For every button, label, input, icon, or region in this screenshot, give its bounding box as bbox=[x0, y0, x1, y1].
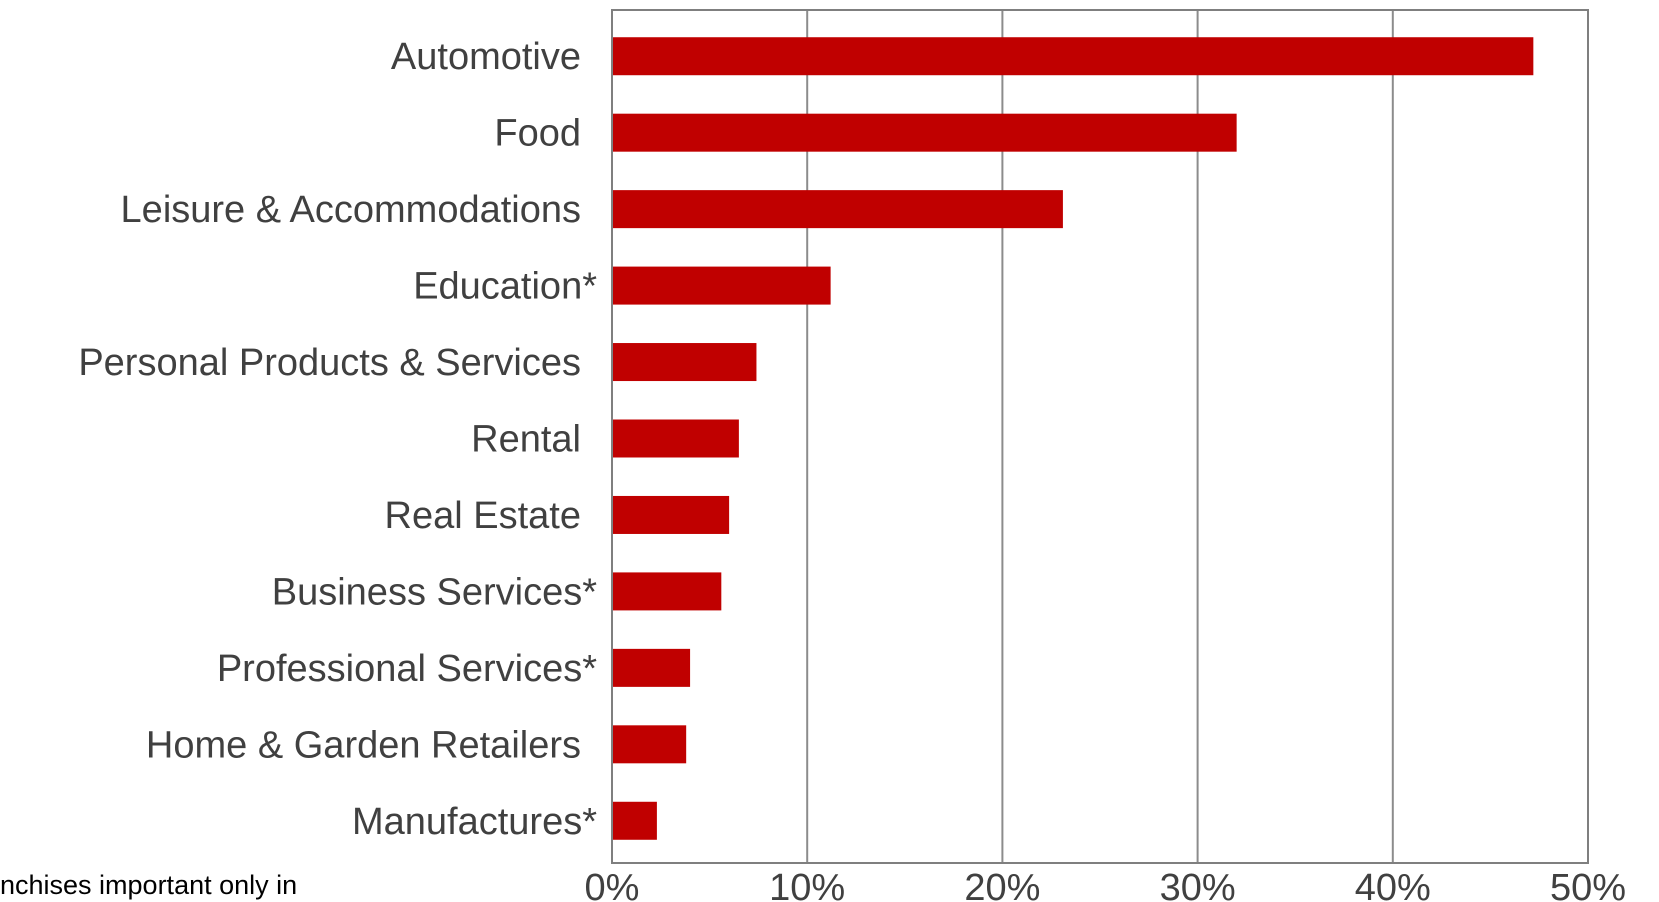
bar bbox=[612, 495, 730, 534]
category-label: Food bbox=[494, 113, 581, 155]
x-tick-label: 0% bbox=[585, 867, 640, 902]
category-label: Leisure & Accommodations bbox=[121, 189, 581, 231]
bar bbox=[612, 343, 757, 382]
category-label: Personal Products & Services bbox=[78, 342, 581, 384]
x-tick-label: 20% bbox=[964, 867, 1040, 902]
x-tick-label: 30% bbox=[1160, 867, 1236, 902]
x-tick-label: 40% bbox=[1355, 867, 1431, 902]
bar bbox=[612, 113, 1237, 152]
bar bbox=[612, 648, 691, 687]
bar bbox=[612, 572, 722, 611]
category-label: Real Estate bbox=[385, 495, 581, 537]
category-labels: Automotive Food Leisure & Accommodations Ed… bbox=[78, 36, 597, 843]
bar bbox=[612, 266, 831, 305]
bar bbox=[612, 801, 657, 840]
bars bbox=[612, 37, 1534, 840]
category-label: Business Services* bbox=[272, 571, 597, 613]
category-label: Automotive bbox=[391, 36, 581, 78]
category-label: Rental bbox=[471, 419, 581, 461]
gridlines bbox=[806, 10, 1394, 863]
plot-frame bbox=[611, 9, 1589, 864]
category-label: Home & Garden Retailers bbox=[146, 724, 581, 766]
bar bbox=[612, 37, 1534, 76]
x-tick-labels: 0% 10% 20% 30% 40% 50% bbox=[585, 867, 1626, 902]
footnote-text: nchises important only in bbox=[0, 870, 298, 900]
category-label: Education* bbox=[413, 266, 597, 308]
bar bbox=[612, 190, 1063, 229]
bar bbox=[612, 419, 739, 458]
category-label: Manufactures* bbox=[352, 801, 597, 843]
x-tick-label: 50% bbox=[1550, 867, 1626, 902]
category-label: Professional Services* bbox=[217, 648, 597, 690]
x-tick-label: 10% bbox=[769, 867, 845, 902]
bar bbox=[612, 725, 687, 764]
